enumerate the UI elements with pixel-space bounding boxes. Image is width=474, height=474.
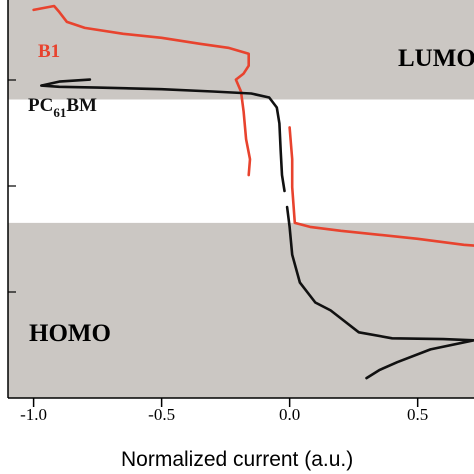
x-axis: -1.0 -0.5 0.0 0.5	[8, 397, 474, 424]
series-layer	[32, 4, 474, 380]
bands-layer	[8, 0, 474, 398]
x-axis-title: Normalized current (a.u.)	[121, 448, 353, 471]
band-gap	[8, 99, 474, 223]
x-tick-label: 0.0	[279, 405, 300, 424]
lumo-band-label: LUMO	[398, 45, 474, 72]
band-lumo	[8, 0, 474, 100]
series-label-b1: B1	[38, 41, 60, 62]
series-line-pc61bm	[39, 78, 286, 193]
series-line-b1	[32, 4, 252, 177]
series-label-pc61bm: PC61BM	[28, 95, 97, 120]
y-axis	[7, 0, 16, 398]
series-label-pc61bm-main: PC	[28, 95, 53, 116]
x-tick-label: -0.5	[148, 405, 175, 424]
x-ticks: -1.0 -0.5 0.0 0.5	[20, 398, 428, 424]
x-tick-label: 0.5	[407, 405, 428, 424]
x-tick-label: -1.0	[20, 405, 47, 424]
band-homo	[8, 222, 474, 398]
series-line-b1-reduction-branch	[288, 126, 474, 247]
series-label-pc61bm-sub: 61	[53, 105, 66, 120]
homo-band-label: HOMO	[29, 320, 111, 347]
series-label-pc61bm-end: BM	[66, 95, 97, 116]
series-line-pc61bm-reduction-branch	[285, 205, 474, 380]
